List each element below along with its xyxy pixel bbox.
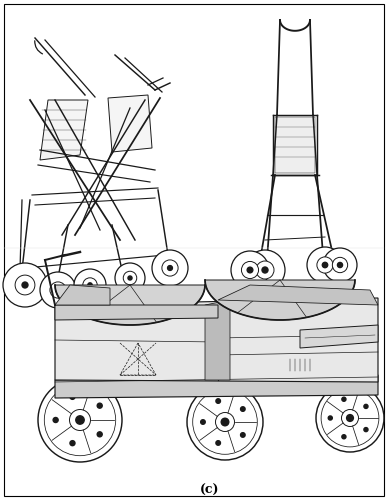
- Circle shape: [245, 250, 285, 290]
- Circle shape: [328, 416, 332, 420]
- Circle shape: [307, 247, 343, 283]
- Circle shape: [317, 257, 333, 273]
- Circle shape: [50, 282, 66, 298]
- Circle shape: [53, 418, 58, 422]
- Circle shape: [152, 250, 188, 286]
- Text: (b): (b): [285, 312, 305, 324]
- Circle shape: [342, 397, 346, 402]
- Polygon shape: [55, 298, 378, 382]
- Bar: [275, 117, 315, 173]
- Circle shape: [70, 440, 75, 446]
- Circle shape: [40, 272, 76, 308]
- Circle shape: [364, 428, 368, 432]
- Circle shape: [216, 399, 220, 404]
- Circle shape: [216, 440, 220, 445]
- Polygon shape: [108, 95, 152, 152]
- Circle shape: [55, 288, 61, 292]
- Circle shape: [316, 384, 384, 452]
- Polygon shape: [300, 325, 378, 348]
- Circle shape: [364, 404, 368, 408]
- Circle shape: [241, 262, 258, 278]
- Circle shape: [76, 416, 84, 424]
- Circle shape: [97, 432, 102, 437]
- Circle shape: [241, 407, 245, 412]
- Circle shape: [256, 261, 274, 279]
- Circle shape: [83, 278, 97, 292]
- Circle shape: [342, 434, 346, 439]
- Circle shape: [262, 267, 268, 273]
- Circle shape: [241, 432, 245, 437]
- Polygon shape: [218, 285, 378, 305]
- Circle shape: [70, 394, 75, 400]
- Polygon shape: [55, 305, 218, 320]
- Circle shape: [333, 258, 348, 272]
- Circle shape: [341, 410, 359, 426]
- Circle shape: [338, 262, 343, 268]
- Text: (a): (a): [95, 312, 115, 324]
- Circle shape: [322, 262, 328, 268]
- Circle shape: [69, 410, 90, 430]
- Circle shape: [323, 248, 357, 282]
- Circle shape: [168, 266, 172, 270]
- Circle shape: [247, 267, 253, 273]
- Polygon shape: [55, 285, 110, 305]
- Circle shape: [22, 282, 28, 288]
- Circle shape: [221, 418, 229, 426]
- Circle shape: [88, 283, 92, 287]
- Circle shape: [128, 276, 132, 280]
- Circle shape: [215, 412, 234, 432]
- Circle shape: [3, 263, 47, 307]
- Polygon shape: [55, 375, 378, 398]
- Circle shape: [201, 420, 205, 424]
- Circle shape: [346, 414, 353, 422]
- Circle shape: [38, 378, 122, 462]
- Circle shape: [15, 275, 35, 295]
- Circle shape: [74, 269, 106, 301]
- Circle shape: [115, 263, 145, 293]
- Circle shape: [187, 384, 263, 460]
- Circle shape: [231, 251, 269, 289]
- Polygon shape: [40, 100, 88, 160]
- Text: (c): (c): [200, 484, 220, 496]
- Circle shape: [123, 271, 137, 285]
- Polygon shape: [55, 285, 205, 325]
- Polygon shape: [205, 280, 355, 320]
- Circle shape: [162, 260, 178, 276]
- Circle shape: [97, 403, 102, 408]
- Polygon shape: [205, 300, 230, 380]
